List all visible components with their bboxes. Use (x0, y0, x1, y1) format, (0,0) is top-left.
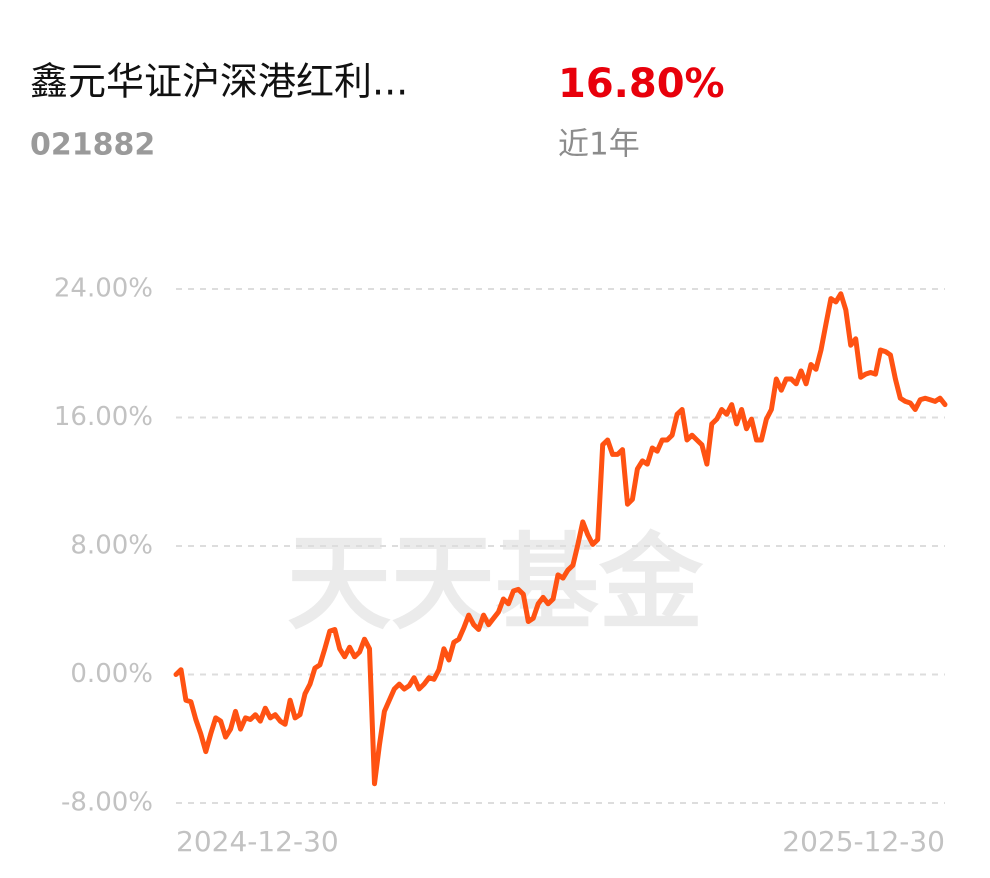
x-tick-label: 2025-12-30 (782, 825, 945, 858)
return-period: 近1年 (558, 127, 640, 163)
y-tick-label: 16.00% (54, 402, 153, 432)
fund-return: 16.80% (558, 61, 725, 107)
y-tick-label: 8.00% (70, 531, 153, 561)
watermark: 天天基金 (287, 521, 704, 644)
fund-code: 021882 (30, 128, 155, 163)
fund-name: 鑫元华证沪深港红利... (30, 60, 408, 104)
x-tick-label: 2024-12-30 (176, 825, 339, 858)
y-tick-label: -8.00% (61, 788, 153, 818)
y-tick-label: 24.00% (54, 274, 153, 304)
return-line (173, 291, 948, 787)
y-tick-label: 0.00% (70, 659, 153, 689)
